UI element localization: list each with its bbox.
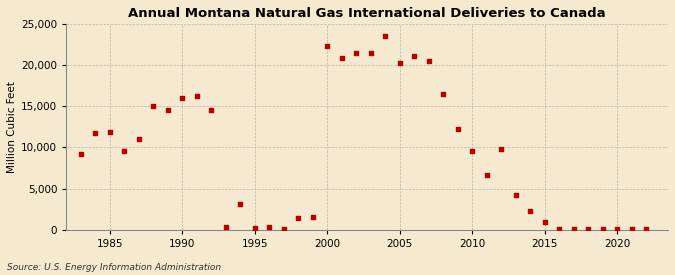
- Point: [597, 227, 608, 231]
- Point: [452, 127, 463, 131]
- Point: [612, 227, 623, 231]
- Title: Annual Montana Natural Gas International Deliveries to Canada: Annual Montana Natural Gas International…: [128, 7, 606, 20]
- Point: [510, 193, 521, 197]
- Point: [525, 209, 536, 213]
- Point: [264, 225, 275, 230]
- Point: [467, 148, 478, 153]
- Point: [76, 152, 86, 156]
- Point: [105, 130, 115, 134]
- Point: [409, 54, 420, 58]
- Point: [206, 108, 217, 112]
- Point: [119, 148, 130, 153]
- Point: [351, 51, 362, 55]
- Point: [307, 214, 318, 219]
- Point: [220, 225, 231, 230]
- Point: [192, 94, 202, 98]
- Point: [293, 216, 304, 221]
- Point: [423, 59, 434, 63]
- Point: [90, 130, 101, 135]
- Point: [496, 147, 507, 151]
- Point: [148, 104, 159, 108]
- Point: [641, 227, 651, 231]
- Point: [163, 108, 173, 112]
- Point: [438, 92, 449, 96]
- Point: [626, 227, 637, 231]
- Y-axis label: Million Cubic Feet: Million Cubic Feet: [7, 81, 17, 173]
- Point: [554, 227, 565, 231]
- Point: [278, 227, 289, 231]
- Point: [134, 137, 144, 141]
- Point: [380, 34, 391, 39]
- Point: [568, 227, 579, 231]
- Point: [336, 56, 347, 60]
- Point: [583, 227, 594, 231]
- Point: [249, 226, 260, 230]
- Point: [539, 220, 550, 225]
- Text: Source: U.S. Energy Information Administration: Source: U.S. Energy Information Administ…: [7, 263, 221, 272]
- Point: [394, 61, 405, 66]
- Point: [177, 96, 188, 100]
- Point: [322, 44, 333, 48]
- Point: [235, 202, 246, 207]
- Point: [481, 172, 492, 177]
- Point: [365, 51, 376, 55]
